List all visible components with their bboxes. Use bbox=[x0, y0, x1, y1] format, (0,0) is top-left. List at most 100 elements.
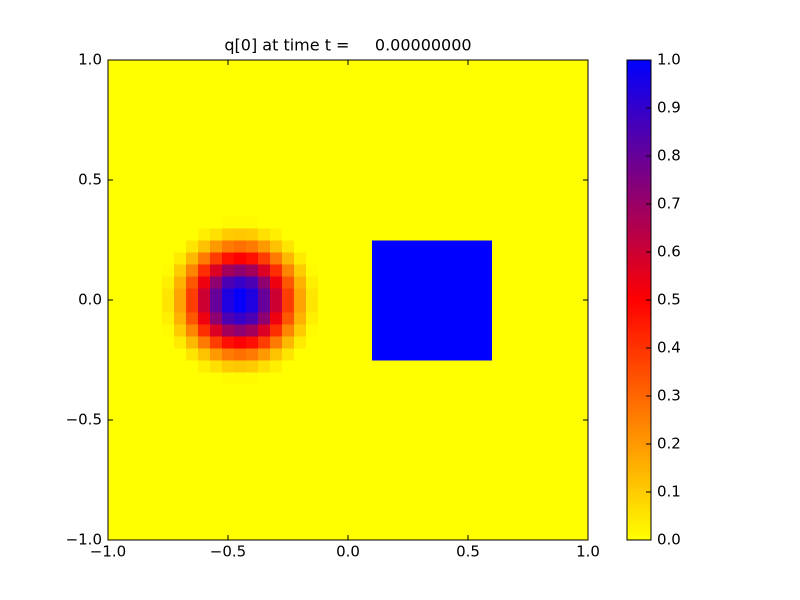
cell bbox=[150, 264, 163, 277]
cell bbox=[234, 252, 247, 265]
cell bbox=[210, 360, 223, 373]
cell bbox=[150, 300, 163, 313]
cell bbox=[150, 372, 163, 385]
cell bbox=[294, 252, 307, 265]
cell bbox=[372, 228, 493, 241]
cell bbox=[234, 276, 247, 289]
cell bbox=[330, 348, 373, 361]
cell bbox=[210, 384, 223, 541]
cell bbox=[246, 288, 259, 301]
cell bbox=[282, 288, 295, 301]
cell bbox=[186, 360, 199, 373]
cell bbox=[294, 240, 307, 253]
cell bbox=[318, 336, 331, 349]
cell bbox=[306, 312, 319, 325]
cell bbox=[294, 216, 307, 229]
cell bbox=[492, 300, 589, 313]
cell bbox=[258, 264, 271, 277]
cell bbox=[162, 216, 175, 229]
cell bbox=[372, 60, 493, 217]
cell bbox=[246, 372, 259, 385]
cell bbox=[210, 252, 223, 265]
cell bbox=[306, 300, 319, 313]
cell bbox=[234, 324, 247, 337]
cell bbox=[234, 288, 247, 301]
cell bbox=[492, 276, 589, 289]
cell bbox=[270, 384, 283, 541]
cell bbox=[258, 312, 271, 325]
cell bbox=[234, 264, 247, 277]
cell bbox=[198, 336, 211, 349]
cell bbox=[174, 252, 187, 265]
cell bbox=[306, 252, 319, 265]
cell bbox=[162, 288, 175, 301]
cell bbox=[108, 276, 151, 289]
cell bbox=[330, 228, 373, 241]
cell bbox=[174, 60, 187, 217]
cell bbox=[258, 228, 271, 241]
cell bbox=[330, 312, 373, 325]
cell bbox=[222, 384, 235, 541]
cell bbox=[372, 312, 493, 325]
cell bbox=[330, 264, 373, 277]
cell bbox=[162, 324, 175, 337]
cell bbox=[210, 264, 223, 277]
cell bbox=[282, 240, 295, 253]
cell bbox=[174, 324, 187, 337]
cell bbox=[108, 372, 151, 385]
cell bbox=[198, 240, 211, 253]
cell bbox=[186, 336, 199, 349]
cell bbox=[246, 336, 259, 349]
cell bbox=[222, 60, 235, 217]
cell bbox=[198, 348, 211, 361]
cell bbox=[186, 60, 199, 217]
cell bbox=[270, 336, 283, 349]
cell bbox=[282, 228, 295, 241]
cell bbox=[318, 312, 331, 325]
x-tick-label: −0.5 bbox=[210, 543, 246, 561]
cell bbox=[318, 348, 331, 361]
cell bbox=[258, 348, 271, 361]
cell bbox=[258, 372, 271, 385]
cell bbox=[222, 252, 235, 265]
y-tick-label: 0.0 bbox=[78, 291, 102, 309]
cell bbox=[318, 240, 331, 253]
cell bbox=[174, 312, 187, 325]
cell bbox=[108, 360, 151, 373]
cell bbox=[318, 276, 331, 289]
cell bbox=[210, 372, 223, 385]
cell bbox=[372, 300, 493, 313]
cell bbox=[306, 348, 319, 361]
cell bbox=[330, 336, 373, 349]
cell bbox=[294, 264, 307, 277]
cell bbox=[174, 360, 187, 373]
cell bbox=[492, 288, 589, 301]
cell bbox=[306, 360, 319, 373]
cell bbox=[318, 288, 331, 301]
cell bbox=[210, 240, 223, 253]
cell bbox=[318, 300, 331, 313]
cell bbox=[492, 336, 589, 349]
cell bbox=[372, 264, 493, 277]
cell bbox=[186, 240, 199, 253]
cell bbox=[186, 300, 199, 313]
cell bbox=[306, 372, 319, 385]
cell bbox=[306, 384, 319, 541]
cell bbox=[270, 276, 283, 289]
cell bbox=[282, 264, 295, 277]
cell bbox=[318, 216, 331, 229]
cell bbox=[294, 300, 307, 313]
cell bbox=[162, 300, 175, 313]
cell bbox=[174, 288, 187, 301]
cell bbox=[306, 336, 319, 349]
cell bbox=[222, 324, 235, 337]
cell bbox=[222, 372, 235, 385]
cell bbox=[372, 336, 493, 349]
colorbar-tick-label: 0.7 bbox=[657, 195, 681, 213]
cell bbox=[282, 312, 295, 325]
colorbar-tick-label: 0.3 bbox=[657, 387, 681, 405]
cell bbox=[174, 228, 187, 241]
cell bbox=[234, 228, 247, 241]
x-tick-label: 0.5 bbox=[456, 543, 480, 561]
cell bbox=[108, 348, 151, 361]
